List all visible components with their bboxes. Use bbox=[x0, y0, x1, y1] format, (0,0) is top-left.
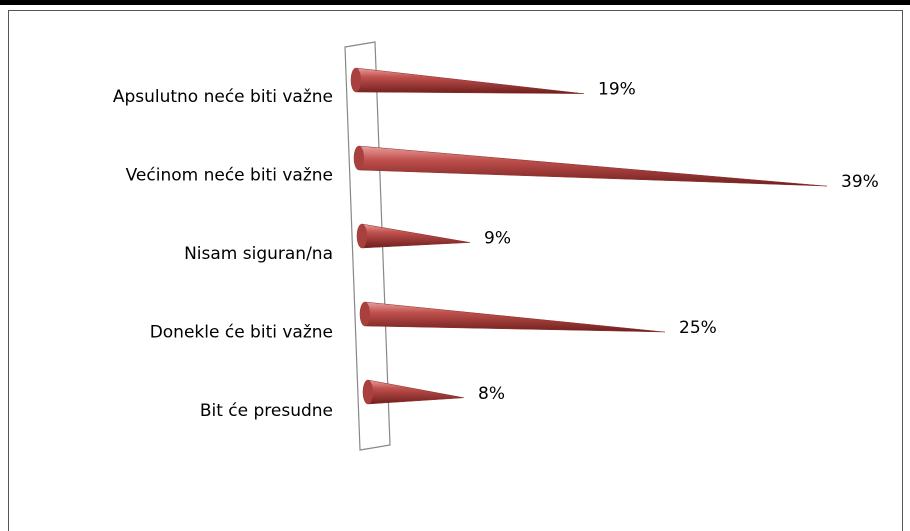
cone bbox=[353, 145, 828, 187]
cone-base bbox=[354, 146, 364, 170]
cone-base bbox=[357, 224, 367, 248]
category-label: Apsulutno neće biti važne bbox=[113, 87, 333, 107]
value-label: 19% bbox=[598, 80, 636, 100]
chart-frame bbox=[8, 10, 903, 531]
cone-base bbox=[360, 302, 370, 326]
cone bbox=[359, 301, 666, 333]
value-label: 39% bbox=[841, 172, 879, 192]
cone-base bbox=[363, 380, 373, 404]
category-label: Većinom neće biti važne bbox=[126, 166, 333, 186]
value-label: 9% bbox=[484, 228, 511, 248]
category-label: Donekle će biti važne bbox=[150, 323, 333, 343]
value-label: 8% bbox=[478, 384, 505, 404]
value-label: 25% bbox=[679, 318, 717, 338]
cone bbox=[356, 223, 471, 249]
category-label: Nisam siguran/na bbox=[184, 244, 333, 264]
top-border bbox=[0, 0, 910, 5]
back-wall bbox=[344, 41, 391, 451]
cone bbox=[362, 379, 465, 405]
cone bbox=[350, 67, 585, 94]
category-label: Bit će presudne bbox=[200, 401, 333, 421]
cone-base bbox=[351, 68, 361, 92]
